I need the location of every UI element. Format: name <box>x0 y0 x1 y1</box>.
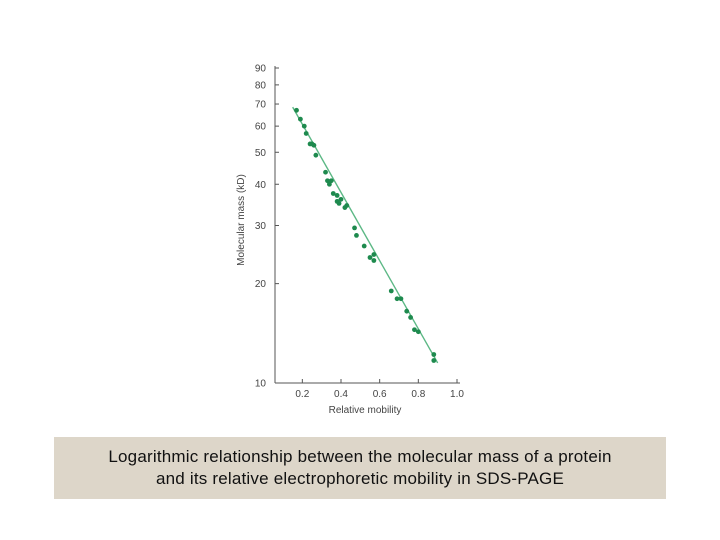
data-point <box>404 308 410 314</box>
data-point <box>354 232 359 238</box>
x-axis-label: Relative mobility <box>329 405 402 416</box>
fit-line <box>292 106 439 364</box>
data-point <box>323 169 328 175</box>
x-tick-label: 0.4 <box>334 389 348 400</box>
caption-box: Logarithmic relationship between the mol… <box>54 437 666 499</box>
y-tick-label: 60 <box>255 122 267 133</box>
y-tick-label: 20 <box>255 279 267 290</box>
y-axis-label: Molecular mass (kD) <box>236 174 247 266</box>
data-point <box>361 243 367 249</box>
caption-text: Logarithmic relationship between the mol… <box>108 446 611 490</box>
data-point <box>415 329 421 335</box>
data-point <box>328 178 334 184</box>
x-tick-label: 0.6 <box>373 389 387 400</box>
y-tick-label: 10 <box>255 379 267 390</box>
data-point <box>431 358 437 363</box>
data-point <box>367 255 373 260</box>
x-tick-label: 1.0 <box>450 389 464 400</box>
data-point <box>394 296 400 302</box>
scatter-chart: Molecular mass (kD) Relative mobility 10… <box>236 64 464 417</box>
data-point <box>338 196 344 202</box>
data-point <box>408 315 413 320</box>
data-point <box>412 327 417 333</box>
data-point <box>327 181 332 187</box>
data-point <box>298 116 303 122</box>
x-tick-label: 0.8 <box>411 389 425 400</box>
y-tick-label: 40 <box>255 180 267 191</box>
y-tick-label: 30 <box>255 221 267 232</box>
data-point <box>294 107 299 113</box>
y-tick-label: 80 <box>255 80 267 91</box>
data-point <box>303 131 309 136</box>
data-point <box>398 296 404 302</box>
y-tick-label: 90 <box>255 64 267 75</box>
data-point <box>388 288 394 294</box>
data-point <box>330 191 336 196</box>
caption-line-2: and its relative electrophoretic mobilit… <box>155 469 565 488</box>
caption-line-1: Logarithmic relationship between the mol… <box>108 447 612 466</box>
x-tick-label: 0.2 <box>295 389 309 400</box>
data-point <box>336 201 342 206</box>
data-point <box>325 178 330 184</box>
data-point <box>344 203 350 208</box>
data-point <box>313 152 319 158</box>
data-point <box>301 123 307 129</box>
y-tick-label: 70 <box>255 100 267 111</box>
data-point <box>334 193 340 198</box>
data-point <box>431 352 437 357</box>
y-tick-label: 50 <box>255 148 267 159</box>
data-point <box>311 142 317 148</box>
data-point <box>371 252 377 257</box>
data-point <box>371 258 377 263</box>
data-point <box>352 225 357 231</box>
